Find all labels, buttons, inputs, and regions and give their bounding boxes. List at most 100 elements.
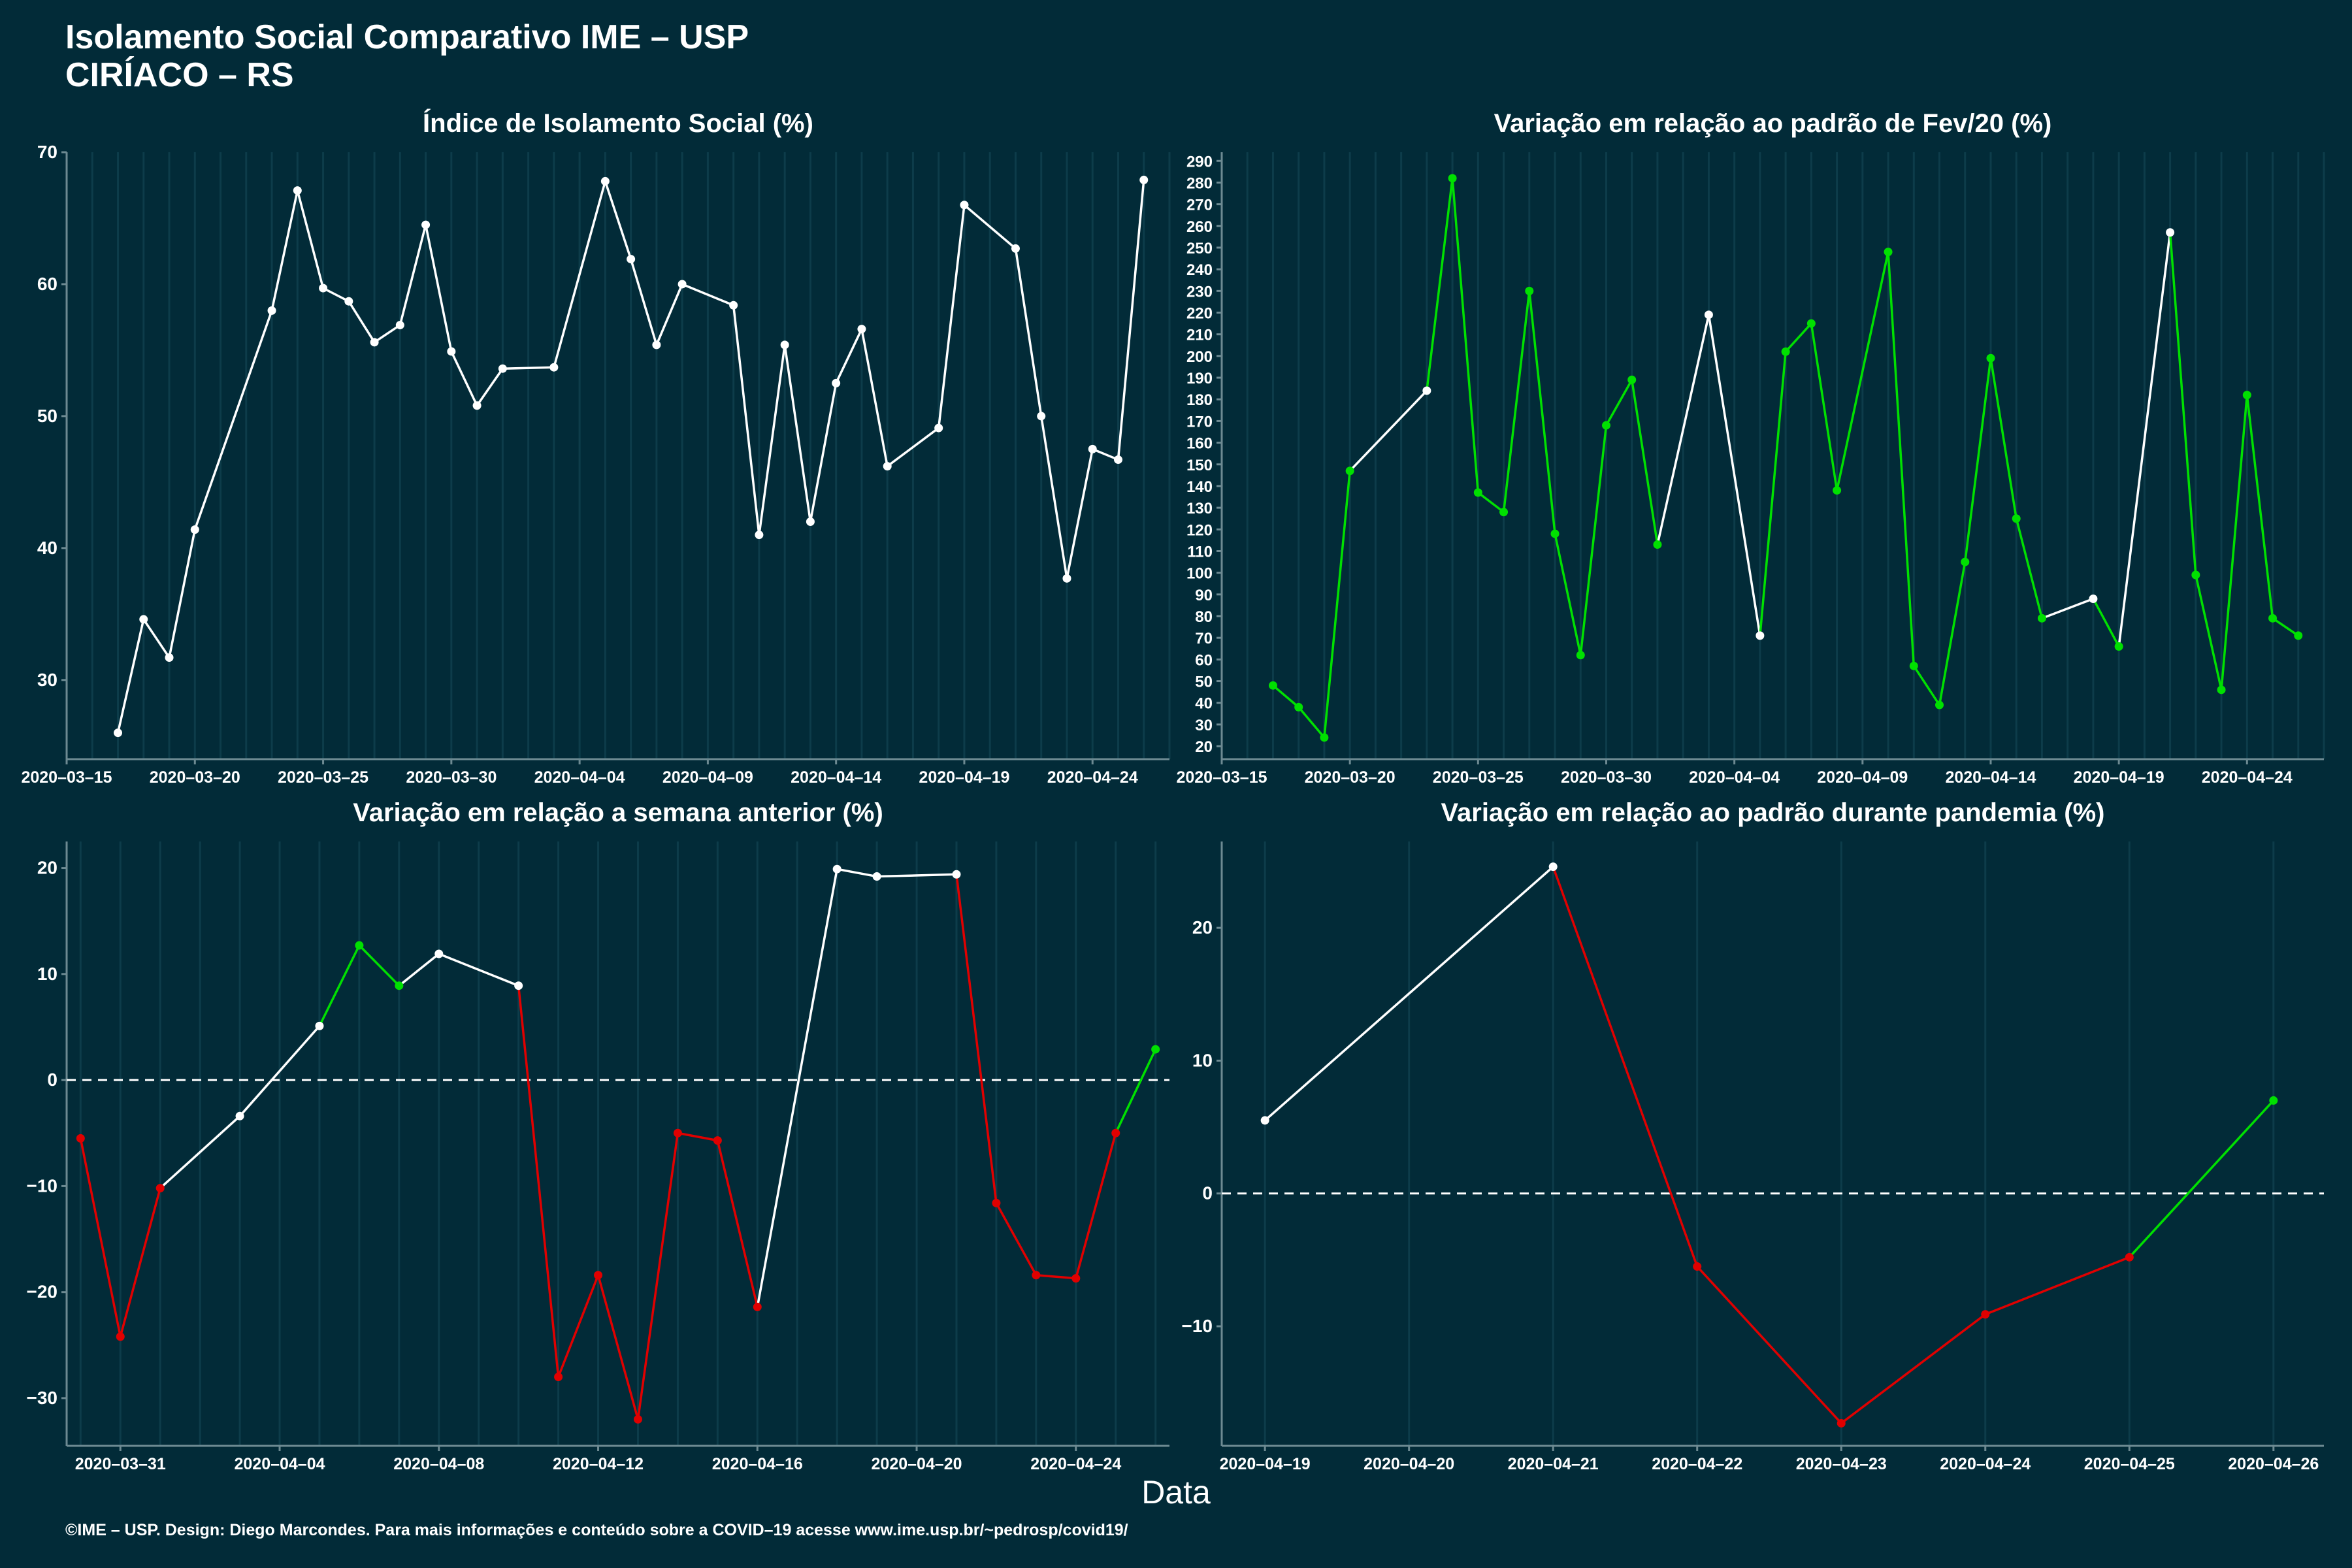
data-point bbox=[267, 306, 276, 315]
y-tick-label: 20 bbox=[37, 858, 57, 878]
data-point bbox=[678, 280, 687, 289]
chart-title: Índice de Isolamento Social (%) bbox=[423, 108, 813, 138]
data-point bbox=[1422, 386, 1431, 395]
x-tick-label: 2020–03–15 bbox=[21, 768, 112, 787]
main-title: Isolamento Social Comparativo IME – USP … bbox=[65, 18, 749, 94]
series-segment bbox=[1938, 561, 1967, 706]
series-segment bbox=[1348, 389, 1428, 472]
series-segment bbox=[270, 190, 299, 311]
series-segment bbox=[1840, 1313, 1986, 1424]
y-tick-label: 90 bbox=[1195, 587, 1213, 604]
chart-title: Variação em relação a semana anterior (%… bbox=[353, 798, 883, 827]
series-segment bbox=[1426, 178, 1454, 391]
data-point bbox=[1981, 1310, 1990, 1319]
series-segment bbox=[2092, 598, 2120, 647]
data-point bbox=[395, 321, 404, 330]
series-segment bbox=[348, 301, 376, 343]
series-segment bbox=[758, 344, 786, 535]
data-point bbox=[498, 364, 507, 373]
y-tick-label: 20 bbox=[1192, 917, 1213, 938]
data-point bbox=[780, 340, 789, 350]
series-segment bbox=[1554, 533, 1582, 656]
data-point bbox=[155, 1184, 165, 1193]
data-point bbox=[2217, 685, 2226, 694]
y-tick-label: 130 bbox=[1186, 500, 1213, 517]
series-segment bbox=[238, 1025, 321, 1117]
x-tick-label: 2020–03–30 bbox=[1561, 768, 1652, 787]
data-point bbox=[1781, 347, 1790, 356]
data-point bbox=[139, 615, 148, 624]
series-segment bbox=[1039, 416, 1068, 579]
series-segment bbox=[438, 953, 519, 987]
series-segment bbox=[809, 383, 838, 522]
data-point bbox=[1548, 862, 1558, 872]
series-segment bbox=[450, 351, 478, 406]
data-point bbox=[395, 981, 404, 990]
series-segment bbox=[732, 305, 760, 535]
series-segment bbox=[1630, 380, 1659, 545]
series-segment bbox=[1696, 1266, 1842, 1424]
series-segment bbox=[1579, 425, 1608, 655]
y-tick-label: 0 bbox=[1202, 1183, 1213, 1203]
x-tick-label: 2020–03–30 bbox=[406, 768, 497, 787]
data-point bbox=[190, 525, 199, 534]
series-segment bbox=[1264, 866, 1554, 1122]
data-point bbox=[1088, 444, 1097, 453]
series-segment bbox=[1477, 491, 1505, 514]
series-segment bbox=[1115, 1049, 1157, 1134]
series-segment bbox=[1552, 866, 1699, 1267]
data-point bbox=[1693, 1262, 1702, 1271]
x-tick-label: 2020–04–20 bbox=[872, 1455, 962, 1473]
data-point bbox=[315, 1021, 324, 1030]
series-segment bbox=[318, 945, 361, 1027]
data-point bbox=[1601, 421, 1610, 430]
series-segment bbox=[116, 619, 145, 733]
data-point bbox=[1268, 681, 1277, 690]
x-tick-label: 2020–04–19 bbox=[2074, 768, 2164, 787]
series-segment bbox=[159, 1115, 241, 1189]
y-tick-label: 140 bbox=[1186, 478, 1213, 496]
data-point bbox=[627, 255, 636, 264]
series-segment bbox=[1656, 314, 1710, 545]
data-point bbox=[1909, 661, 1918, 670]
data-point bbox=[2294, 631, 2303, 640]
y-tick-label: 10 bbox=[37, 964, 57, 984]
x-tick-label: 2020–04–24 bbox=[1940, 1455, 2031, 1473]
data-point bbox=[2125, 1252, 2134, 1262]
x-tick-label: 2020–04–22 bbox=[1652, 1455, 1742, 1473]
x-tick-label: 2020–04–04 bbox=[1689, 768, 1780, 787]
data-point bbox=[872, 872, 881, 881]
series-segment bbox=[476, 368, 504, 406]
y-tick-label: 40 bbox=[37, 538, 57, 558]
data-point bbox=[1576, 651, 1585, 660]
y-tick-label: 280 bbox=[1186, 174, 1213, 192]
data-point bbox=[344, 297, 353, 306]
y-tick-label: 170 bbox=[1186, 413, 1213, 431]
y-tick-label: −20 bbox=[27, 1282, 58, 1302]
x-tick-label: 2020–04–19 bbox=[919, 768, 1009, 787]
data-point bbox=[1756, 631, 1765, 640]
data-point bbox=[1935, 700, 1944, 710]
chart-panel-1: Índice de Isolamento Social (%) 30 40 50 60 7… bbox=[21, 108, 1171, 787]
series-segment bbox=[1605, 379, 1633, 426]
data-point bbox=[1473, 488, 1482, 497]
x-tick-label: 2020–04–24 bbox=[1030, 1455, 1121, 1473]
data-point bbox=[1294, 702, 1303, 711]
series-segment bbox=[1092, 448, 1119, 461]
chart-panel-4: Variação em relação ao padrão durante pa… bbox=[1182, 798, 2324, 1473]
data-point bbox=[2037, 613, 2046, 623]
data-point bbox=[594, 1271, 603, 1280]
x-tick-label: 2020–04–12 bbox=[553, 1455, 644, 1473]
data-point bbox=[2268, 613, 2278, 623]
data-point bbox=[652, 340, 661, 350]
series-segment bbox=[142, 618, 171, 659]
series-segment bbox=[1528, 291, 1556, 534]
data-point bbox=[2166, 228, 2175, 237]
series-segment bbox=[2195, 574, 2223, 691]
y-tick-label: 30 bbox=[1195, 717, 1213, 734]
data-point bbox=[633, 1414, 642, 1424]
data-point bbox=[1111, 1128, 1120, 1137]
data-point bbox=[1139, 175, 1149, 184]
footer-credits: ©IME – USP. Design: Diego Marcondes. Par… bbox=[65, 1521, 1128, 1539]
series-segment bbox=[1707, 314, 1761, 636]
